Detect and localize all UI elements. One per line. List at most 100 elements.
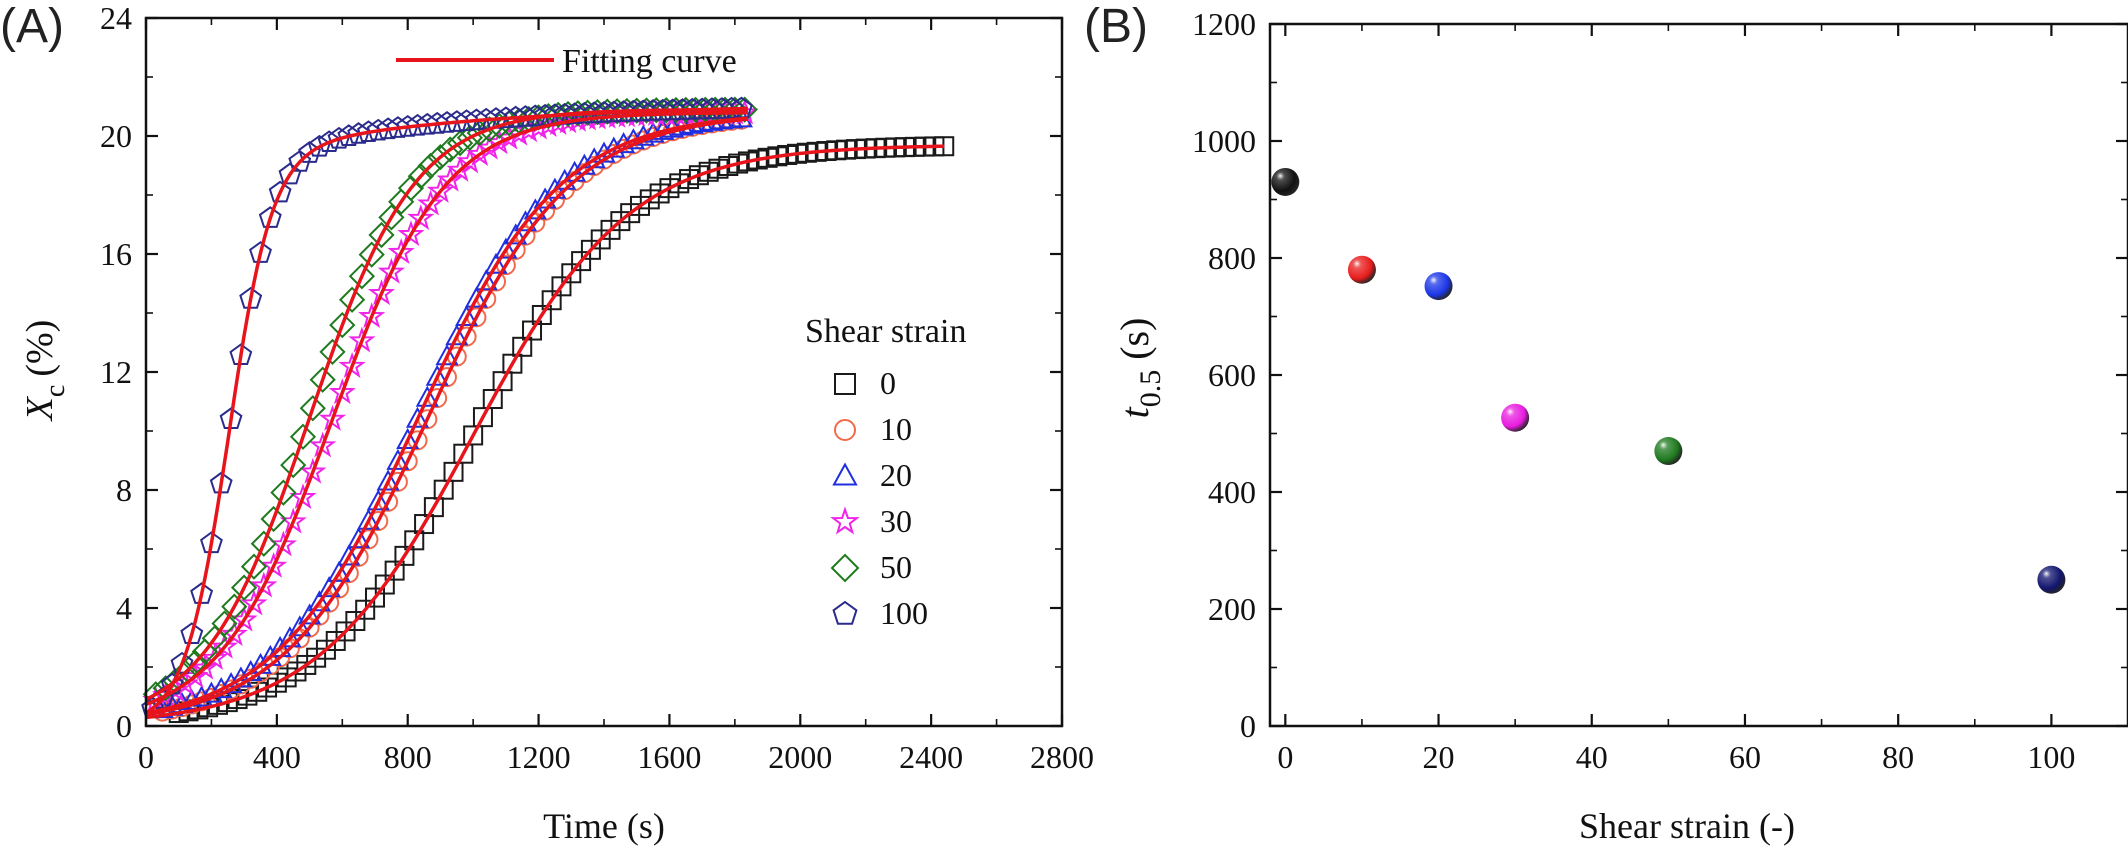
data-point-pentagon (720, 96, 744, 119)
data-point-diamond (260, 505, 287, 533)
legend-marker-diamond (830, 553, 860, 583)
panel-b-xlabel: Shear strain (-) (1579, 806, 1795, 846)
panel-a-ytick-label: 24 (100, 0, 132, 36)
data-point-diamond (221, 593, 248, 620)
data-point-0 (1271, 167, 1300, 196)
data-point-triangle (376, 469, 400, 491)
fit-legend-label: Fitting curve (562, 43, 737, 80)
data-point-triangle (425, 364, 449, 386)
panel-a-ylabel-unit: (%) (19, 320, 61, 377)
data-point-star (220, 620, 248, 646)
legend-marker-pentagon (832, 600, 858, 625)
data-point-diamond (338, 286, 366, 313)
data-point-pentagon (190, 582, 214, 604)
fit-curve-100 (145, 106, 748, 715)
data-point-pentagon (376, 117, 400, 140)
panel-a-ytick-label: 0 (116, 708, 132, 744)
data-point-star (240, 589, 268, 616)
data-point-diamond (299, 395, 326, 422)
data-point-triangle (513, 210, 538, 232)
series-legend: Shear strain 0 10 20 30 50 100 (805, 313, 966, 631)
data-point-triangle (455, 304, 479, 326)
legend-label-10: 10 (880, 411, 912, 447)
data-point-triangle (435, 344, 459, 366)
data-point-pentagon (180, 622, 204, 644)
panel-b-ytick-label: 800 (1208, 240, 1256, 276)
data-point-diamond (270, 479, 297, 506)
data-point-diamond (240, 553, 268, 580)
panel-b-points (1271, 167, 2066, 594)
data-point-triangle (366, 489, 390, 511)
data-point-star (259, 551, 288, 578)
data-point-star (269, 530, 298, 557)
panel-a-xtick-label: 1200 (507, 739, 571, 775)
panel-a-ytick-label: 8 (116, 472, 132, 508)
data-point-diamond (397, 174, 425, 202)
data-point-triangle (494, 237, 518, 259)
data-point-triangle (464, 286, 488, 308)
panel-label-a: (A) (0, 0, 64, 53)
data-point-pentagon (366, 118, 390, 141)
data-point-triangle (386, 448, 410, 470)
panel-a: (A) 0 400 800 1200 1600 2000 2400 2800 0 4 8 12 16 20… (0, 0, 1094, 846)
data-point-10 (1347, 255, 1376, 284)
panel-b-ytick-label: 400 (1208, 474, 1256, 510)
data-point-diamond (309, 366, 336, 393)
data-point-star (250, 571, 278, 598)
data-point-triangle (396, 427, 420, 449)
data-point-star (416, 189, 445, 216)
data-point-pentagon (258, 206, 282, 228)
legend-label-100: 100 (880, 595, 928, 631)
legend-label-20: 20 (880, 457, 912, 493)
data-point-100 (2037, 565, 2066, 594)
data-point-pentagon (337, 124, 361, 146)
legend-label-30: 30 (880, 503, 912, 539)
legend-label-50: 50 (880, 549, 912, 585)
data-point-triangle (356, 508, 381, 530)
panel-a-xlabel: Time (s) (543, 806, 665, 846)
panel-b-ytick-label: 1200 (1192, 6, 1256, 42)
legend-marker-circle (834, 419, 856, 441)
data-point-20 (1424, 272, 1453, 301)
data-point-pentagon (288, 149, 312, 172)
panel-b-xtick-label: 60 (1729, 739, 1761, 775)
panel-b-plot-frame (1268, 22, 2128, 728)
panel-b-ylabel-symbol: t (1112, 406, 1157, 418)
data-point-pentagon (347, 122, 371, 144)
panel-a-fit-curves (145, 106, 945, 720)
data-point-triangle (523, 198, 547, 220)
panel-a-xtick-label: 800 (384, 739, 432, 775)
data-point-pentagon (170, 651, 194, 674)
data-point-triangle (288, 615, 312, 637)
data-point-diamond (329, 311, 356, 339)
legend-marker-star (830, 506, 860, 535)
data-point-star (534, 111, 562, 138)
panel-b-ytick-label: 0 (1240, 708, 1256, 744)
panel-a-ylabel-subscript: c (40, 385, 71, 397)
panel-a-ytick-label: 12 (100, 354, 132, 390)
panel-b-ytick-label: 1000 (1192, 123, 1256, 159)
data-point-pentagon (386, 116, 410, 138)
panel-a-series (141, 96, 955, 724)
data-point-star (407, 204, 435, 230)
data-point-pentagon (710, 97, 734, 119)
legend-label-0: 0 (880, 365, 896, 401)
fit-curve-0 (145, 144, 945, 720)
data-point-star (426, 176, 454, 203)
data-point-pentagon (406, 113, 429, 136)
data-point-diamond (319, 338, 346, 366)
data-point-diamond (378, 204, 405, 231)
data-point-diamond (230, 574, 258, 601)
data-point-pentagon (327, 126, 351, 149)
panel-b-xtick-label: 100 (2027, 739, 2075, 775)
data-point-triangle (347, 527, 371, 549)
data-point-pentagon (396, 114, 420, 137)
data-point-diamond (280, 451, 307, 479)
panel-b-xtick-label: 80 (1882, 739, 1914, 775)
data-point-pentagon (680, 97, 704, 120)
data-point-diamond (348, 263, 376, 290)
data-point-star (456, 147, 484, 174)
fit-curve-20 (145, 116, 749, 715)
data-point-pentagon (268, 180, 292, 203)
panel-a-xtick-label: 0 (138, 739, 154, 775)
